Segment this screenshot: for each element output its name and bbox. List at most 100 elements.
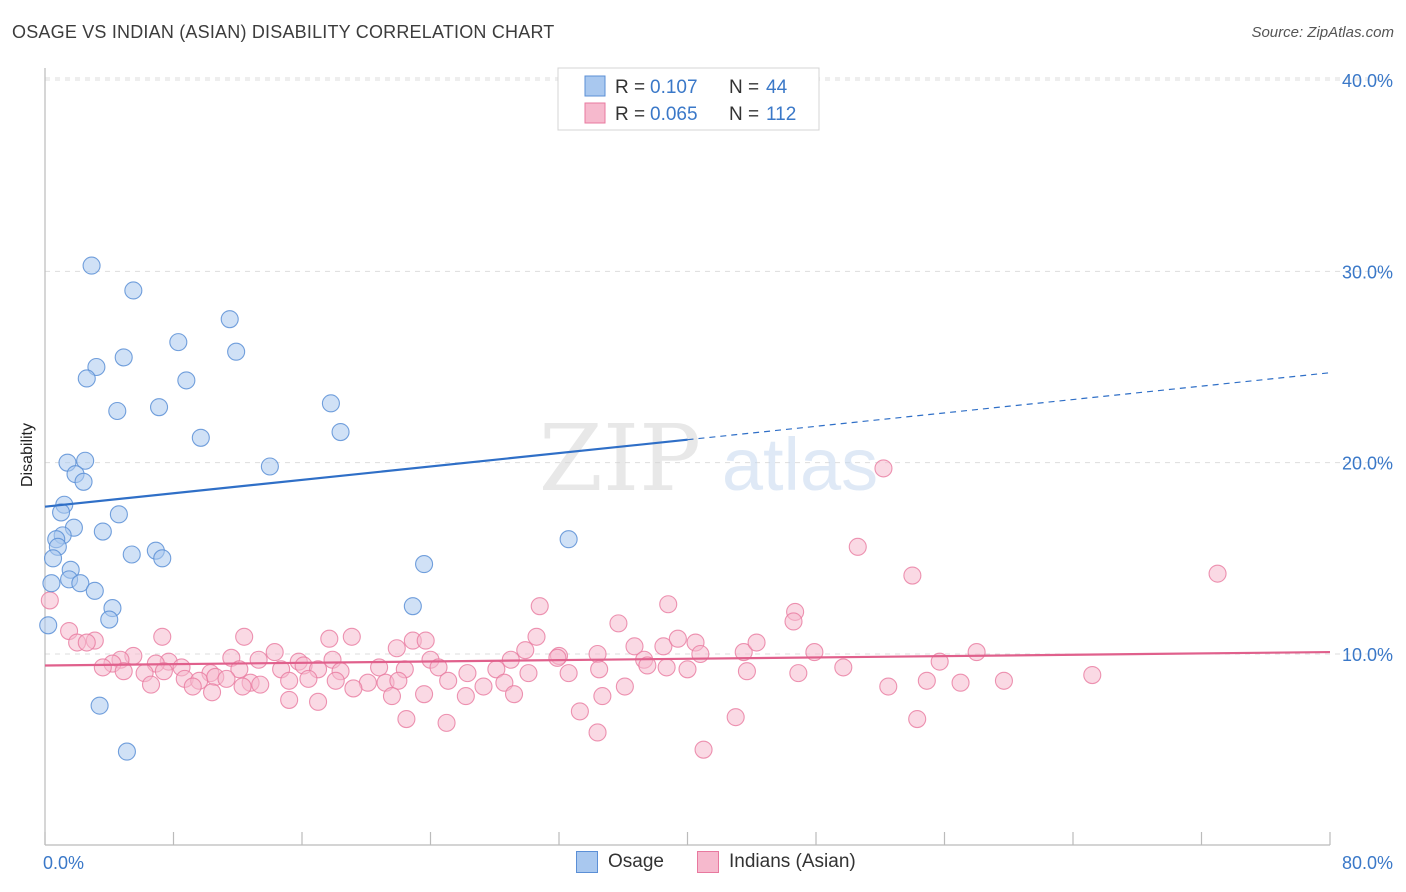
legend-r-label: R = [615,104,645,125]
indian-point [588,723,607,742]
axes [44,68,1331,846]
indian-point [570,702,589,721]
indian-point [299,669,318,688]
legend-item-indian[interactable]: Indians (Asian) [697,851,856,873]
indian-point [691,644,710,664]
indian-point [504,685,524,704]
osage-point [331,423,350,442]
osage-point [124,281,143,300]
indian-point [1208,564,1227,583]
legend-n-label: N = [729,77,759,98]
indian-point [654,637,673,656]
indian-point [474,677,493,696]
chart-title: OSAGE VS INDIAN (ASIAN) DISABILITY CORRE… [12,22,555,42]
osage-point [82,256,101,275]
indian-point [530,597,549,616]
indian-point [668,629,687,648]
osage-trend-line [44,438,688,508]
osage-point [85,581,104,600]
indian-point [930,652,949,671]
legend-n-value: 44 [766,77,788,98]
watermark: ZIP atlas [539,405,878,512]
indian-point [233,677,252,696]
indian-point [458,664,477,683]
indian-point [834,658,853,677]
indian-point [908,710,927,729]
indian-point [951,673,970,692]
osage-point [403,597,422,616]
legend-r-value: 0.107 [650,77,698,98]
osage-point [260,457,279,476]
y-tick-label: 20.0% [1342,454,1393,474]
indian-point [638,656,657,675]
legend-swatch [584,102,606,124]
legend-item-osage[interactable]: Osage [576,851,664,873]
indian-point [397,710,416,729]
indian-point [326,671,345,690]
indian-point [625,637,644,656]
indian-point [153,627,172,646]
indian-point [249,650,268,669]
indian-point [230,660,249,679]
indian-point [342,627,361,646]
osage-point [93,522,112,541]
indian-point [154,662,173,681]
osage-point [321,394,340,413]
osage-point [227,342,246,361]
indian-point [456,687,475,706]
indian-point [726,708,745,727]
trend-lines [44,372,1331,667]
indian-point [217,669,236,688]
indian-point [415,685,434,704]
indian-point [320,629,339,648]
y-tick-label: 30.0% [1342,262,1393,282]
indian-point [659,595,678,614]
osage-point [109,505,128,524]
osage-point [114,348,133,367]
indian-point [437,713,456,732]
osage-point [169,333,188,352]
x-tick-label-min: 0.0% [43,853,84,873]
indian-point [1083,665,1102,685]
indian-point [516,641,535,660]
indian-point [747,633,766,652]
indian-point [389,671,408,690]
osage-swatch [576,851,598,873]
indian-point [784,612,803,631]
osage-point [77,369,96,388]
indian-point [416,631,435,650]
indian-point [251,675,270,694]
indian-trend-line [44,650,1331,667]
indian-point [694,740,713,759]
osage-point [117,742,136,761]
osage-point [415,555,434,574]
legend-r-value: 0.065 [650,104,698,125]
watermark-zip: ZIP [539,405,701,512]
gridlines [45,77,1395,655]
indian-point [874,459,893,478]
legend-osage-label: Osage [608,851,664,872]
indian-point [548,648,567,667]
indian-point [235,627,254,646]
osage-point [149,398,169,417]
osage-point [90,696,109,715]
osage-point [76,451,95,470]
indian-point [879,677,898,696]
indian-point [590,660,609,679]
indian-point [183,677,202,696]
indian-point [593,687,612,706]
indian-point [615,677,634,696]
indian-point [734,643,753,662]
indian-point [203,683,222,702]
osage-point [108,401,127,421]
indian-point [789,664,808,683]
osage-points [39,256,578,761]
indian-point [848,537,867,556]
indian-point [382,687,402,706]
watermark-atlas: atlas [722,423,878,506]
osage-point [191,428,210,447]
indian-point [93,658,112,677]
legend-n-value: 112 [766,104,796,125]
tick-labels: 10.0% 20.0% 30.0% 40.0% 0.0% 80.0% [43,71,1393,873]
osage-trend-extension [687,372,1331,441]
